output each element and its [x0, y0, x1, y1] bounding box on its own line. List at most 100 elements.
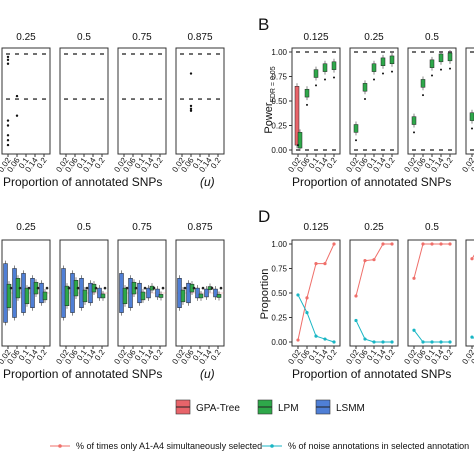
facet-frame [291, 239, 341, 347]
panel-b-box-lpm [304, 88, 310, 98]
panel-b-outlier [431, 74, 433, 77]
panel-c-box-lpm [24, 287, 30, 305]
panel-d-point [323, 337, 327, 341]
panel-c-mean-point [192, 286, 196, 290]
panel-c-box-lpm [6, 283, 12, 308]
panel-b-box-lpm [429, 59, 435, 68]
x-tick-label: 0.2 [209, 348, 223, 363]
panel-d-facet: 0.750.020.060.10.140.2 [460, 239, 474, 366]
panel-c-mean-point [201, 286, 205, 290]
panel-c-mean-point [134, 286, 138, 290]
panel-a: 0.250.020.060.10.140.20.50.020.060.10.14… [0, 32, 225, 189]
panel-a-outlier [6, 124, 10, 127]
panel-d-point [421, 242, 425, 246]
panel-b-outlier [471, 127, 473, 130]
facet-label: 0.125 [303, 32, 328, 43]
legend-lines: % of times only A1-A4 simultaneously sel… [50, 441, 469, 451]
facet-frame [117, 47, 167, 155]
y-tick-label: 0.75 [271, 73, 287, 82]
panel-b-box-lpm [420, 79, 426, 88]
panel-c-mean-point [18, 286, 22, 290]
y-tick-label: 0.50 [271, 97, 287, 106]
facet-label: 0.875 [187, 32, 212, 43]
panel-a-facet: 0.250.020.060.10.140.2 [0, 32, 51, 174]
facet-frame [59, 47, 109, 155]
panel-a-facet: 0.50.020.060.10.140.2 [54, 32, 109, 174]
panel-d-point [314, 262, 318, 266]
panel-b-outlier [324, 78, 326, 81]
panel-b-outlier [306, 103, 308, 106]
facet-label: 0.125 [303, 222, 328, 233]
panel-b-outlier [315, 84, 317, 87]
panel-c-mean-point [85, 286, 89, 290]
panel-d-point [332, 242, 336, 246]
facet-frame [1, 47, 51, 155]
panel-c-box-lpm [100, 293, 106, 299]
panel-c-box-lsmm [213, 288, 218, 298]
panel-d: 0.00 0.25 0.50 0.75 1.00 Proportion 0.1250.020… [259, 222, 474, 381]
panel-c-mean-point [152, 286, 156, 290]
panel-d-point [390, 242, 394, 246]
panel-c-mean-point [103, 286, 107, 290]
panel-d-point [412, 276, 416, 280]
panel-d-point [448, 242, 452, 246]
panel-a-outlier [6, 143, 10, 147]
panel-d-point [430, 242, 434, 246]
x-tick-label: 0.2 [35, 348, 49, 363]
panel-b-box-lpm [353, 124, 359, 133]
x-tick-label: 0.2 [325, 156, 339, 171]
panel-d-facet: 0.250.020.060.10.140.2 [344, 222, 399, 366]
panel-b-facet: 0.750.020.060.10.140.2 [460, 47, 474, 174]
facet-frame [465, 239, 474, 347]
panel-d-letter: D [258, 207, 270, 226]
facet-label: 0.5 [425, 222, 439, 233]
panel-c: 0.250.020.060.10.140.20.50.020.060.10.14… [0, 222, 225, 381]
panel-b-box-lpm [438, 53, 444, 63]
panel-c-box-lpm [180, 289, 186, 303]
legend-label: LPM [278, 403, 299, 414]
legend-line-label: % of times only A1-A4 simultaneously sel… [76, 441, 262, 451]
panel-b-box-lpm [297, 132, 303, 149]
x-tick-label: 0.2 [441, 156, 455, 171]
panel-d-point [439, 242, 443, 246]
panel-b-facet: 0.250.020.060.10.140.2 [344, 32, 399, 174]
panel-b-box-lpm [469, 112, 474, 121]
panel-d-facet: 0.50.020.060.10.140.2 [402, 222, 457, 366]
panel-a-outlier [15, 114, 19, 117]
panel-c-xlabel-u: (u) [200, 367, 215, 381]
legend-label: LSMM [336, 403, 365, 414]
y-tick-label: 0.75 [271, 265, 287, 274]
panel-a-outlier [6, 139, 10, 142]
panel-d-point [363, 259, 367, 263]
panel-d-point [363, 337, 367, 341]
panel-b-box-lpm [362, 83, 368, 92]
panel-d-point [430, 340, 434, 344]
facet-label: 0.5 [425, 32, 439, 43]
panel-d-point [390, 340, 394, 344]
panel-c-box-lsmm [155, 288, 160, 298]
panel-d-point [332, 340, 336, 344]
panel-c-box-lsmm [204, 288, 209, 298]
panel-d-point [381, 242, 385, 246]
panel-a-outlier [189, 104, 193, 108]
panel-b-outlier [449, 67, 451, 70]
facet-label: 0.5 [77, 32, 91, 43]
panel-b-outlier [382, 72, 384, 75]
y-tick-label: 0.25 [271, 122, 287, 131]
panel-a-xlabel-u: (u) [200, 175, 215, 189]
panel-d-point [439, 340, 443, 344]
y-tick-label: 1.00 [271, 240, 287, 249]
panel-d-point [381, 340, 385, 344]
panel-a-facet: 0.750.020.060.10.140.2 [112, 32, 167, 174]
panel-d-point [412, 328, 416, 332]
panel-c-box-lpm [42, 291, 48, 301]
facet-label: 0.25 [364, 32, 384, 43]
panel-c-box-lpm [140, 291, 146, 301]
facet-label: 0.75 [132, 222, 152, 233]
y-tick-label: 0.00 [271, 146, 287, 155]
panel-c-mean-point [45, 286, 49, 290]
panel-b-box-lpm [447, 52, 453, 62]
panel-b-facet: 0.50.020.060.10.140.2 [402, 32, 457, 174]
